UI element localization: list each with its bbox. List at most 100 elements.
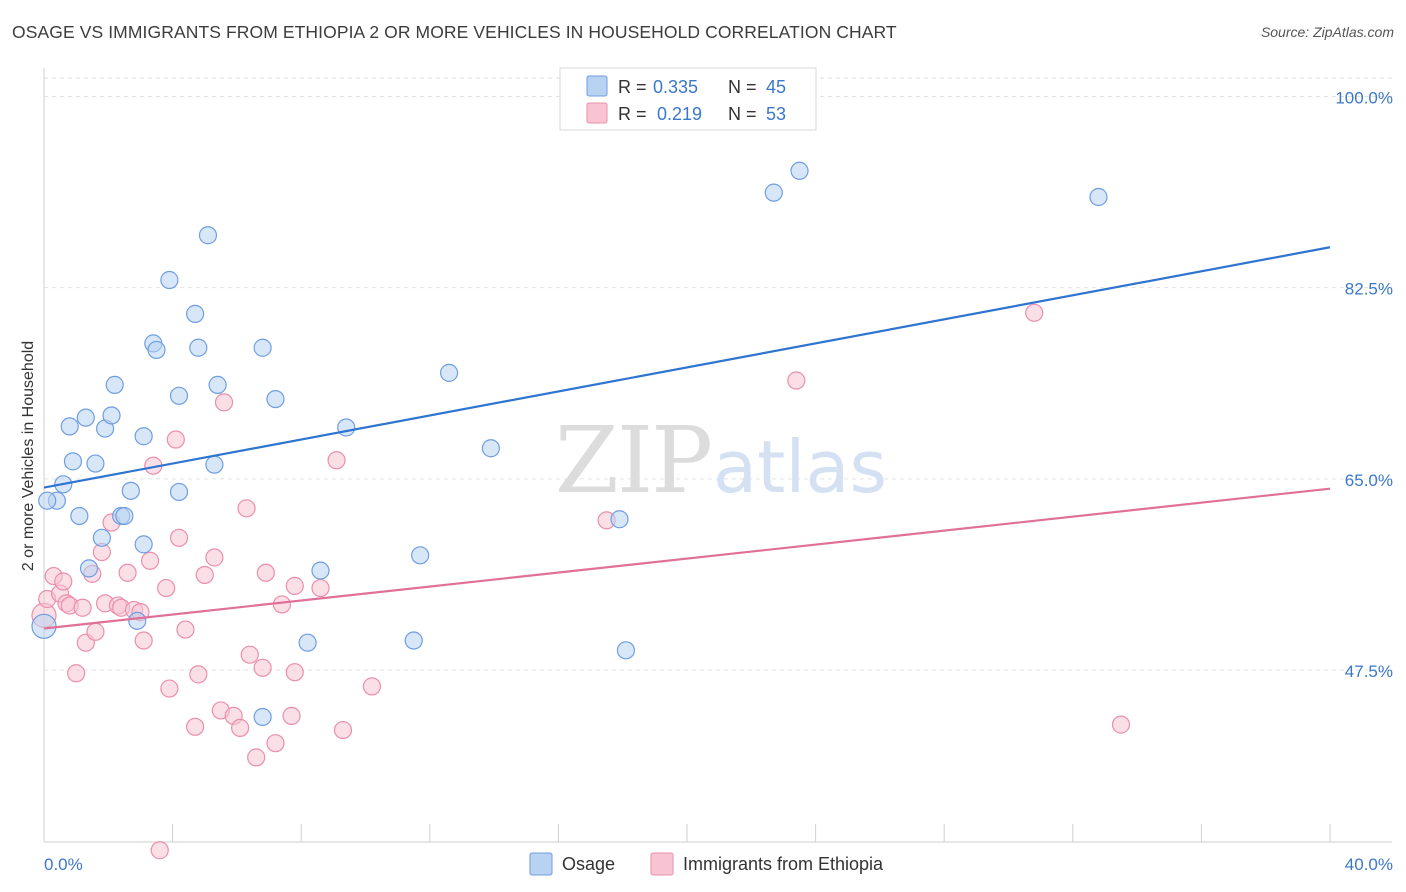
ethiopia-point-44 [282,706,301,725]
osage-trend-line [43,246,1331,489]
osage-point-8 [86,454,105,473]
osage-point-7 [79,559,99,578]
ethiopia-point-41 [256,563,275,582]
y-tick-label-2: 82.5% [1345,280,1393,299]
ethiopia-point-30 [189,665,208,684]
stats-ethiopia-r-label: R = [618,104,647,124]
stats-ethiopia-n-label: N = [728,104,757,124]
ethiopia-point-40 [253,658,272,677]
osage-point-44 [38,491,57,510]
osage-point-14 [115,506,134,526]
y-axis-label: 2 or more Vehicles in Household [20,341,37,571]
y-tick-label-3: 100.0% [1335,89,1393,108]
ethiopia-point-31 [195,565,214,585]
ethiopia-point-7 [67,664,86,683]
stats-legend-osage-swatch [586,75,608,97]
ethiopia-point-42 [266,734,285,753]
ethiopia-point-20 [134,631,153,650]
stats-osage-n-label: N = [728,77,757,97]
series-legend: Osage Immigrants from Ethiopia [529,852,884,876]
ethiopia-point-29 [186,717,205,736]
ethiopia-point-8 [73,598,92,617]
ethiopia-point-11 [86,622,105,641]
stats-ethiopia-n-value: 53 [766,104,786,124]
series-osage-points [31,161,1108,727]
ethiopia-point-43 [272,595,292,614]
stats-legend-ethiopia-swatch [586,102,608,124]
osage-point-34 [337,418,356,437]
osage-point-23 [169,482,189,502]
ethiopia-point-53 [1025,303,1044,322]
y-tick-label-1: 65.0% [1345,471,1393,490]
ethiopia-trend-line [43,487,1331,630]
osage-point-22 [169,386,189,405]
watermark-atlas: atlas [713,425,887,509]
osage-point-42 [790,161,809,180]
osage-point-0 [31,613,57,639]
y-tick-label-0: 47.5% [1345,662,1393,681]
ethiopia-point-50 [362,677,382,696]
ethiopia-point-46 [285,576,304,595]
osage-point-4 [63,452,83,471]
trend-lines [43,246,1331,630]
chart-title: OSAGE VS IMMIGRANTS FROM ETHIOPIA 2 OR M… [12,22,897,42]
ethiopia-point-39 [247,748,266,767]
stats-legend: R = 0.335 N = 45 R = 0.219 N = 53 [559,67,817,131]
ethiopia-point-36 [231,718,250,737]
osage-point-37 [439,363,459,382]
osage-point-43 [1089,187,1108,207]
osage-point-9 [92,528,111,547]
osage-point-21 [160,270,179,290]
osage-point-26 [198,226,218,245]
osage-point-17 [134,427,153,446]
x-tick-label-0: 0.0% [44,855,83,874]
ethiopia-point-38 [240,645,259,664]
source-credit: Source: ZipAtlas.com [1260,24,1394,40]
osage-point-25 [189,338,208,357]
grid-lines [44,77,1392,671]
legend-osage-label: Osage [562,854,615,874]
osage-point-12 [105,375,124,394]
osage-point-15 [121,481,140,500]
osage-point-38 [481,439,500,458]
ethiopia-point-54 [1111,715,1131,734]
ethiopia-point-17 [118,563,137,582]
osage-point-41 [764,183,783,202]
osage-point-16 [128,611,147,630]
ethiopia-point-37 [237,499,256,518]
ethiopia-point-47 [311,578,330,598]
ethiopia-point-25 [160,679,179,698]
stats-osage-n-value: 45 [766,77,786,97]
ethiopia-point-21 [140,551,160,570]
tick-labels: 47.5% 65.0% 82.5% 100.0% 0.0% 40.0% [44,89,1393,875]
osage-point-30 [253,707,272,727]
osage-point-24 [186,304,205,323]
osage-point-33 [311,561,330,580]
osage-point-39 [610,510,629,529]
osage-point-6 [76,408,95,427]
watermark-zip: ZIP [555,407,711,514]
ethiopia-point-4 [54,572,73,591]
series-ethiopia-points [31,303,1131,860]
ethiopia-point-23 [150,841,169,860]
ethiopia-point-26 [166,430,185,449]
axes [43,68,1392,843]
ethiopia-point-28 [176,620,195,639]
osage-point-11 [102,406,121,425]
osage-point-31 [266,389,285,409]
stats-osage-r-label: R = [618,77,647,97]
osage-point-3 [60,417,79,436]
legend-osage-swatch [529,852,553,876]
ethiopia-point-32 [205,548,224,567]
ethiopia-point-52 [787,371,806,390]
osage-point-29 [253,338,272,357]
osage-point-35 [404,631,423,650]
stats-osage-r-value: 0.335 [653,77,698,97]
osage-point-40 [616,641,636,660]
osage-point-28 [208,375,227,394]
x-tick-label-1: 40.0% [1345,855,1393,874]
stats-ethiopia-r-value: 0.219 [657,104,702,124]
osage-point-18 [134,535,153,554]
ethiopia-point-48 [327,451,346,470]
